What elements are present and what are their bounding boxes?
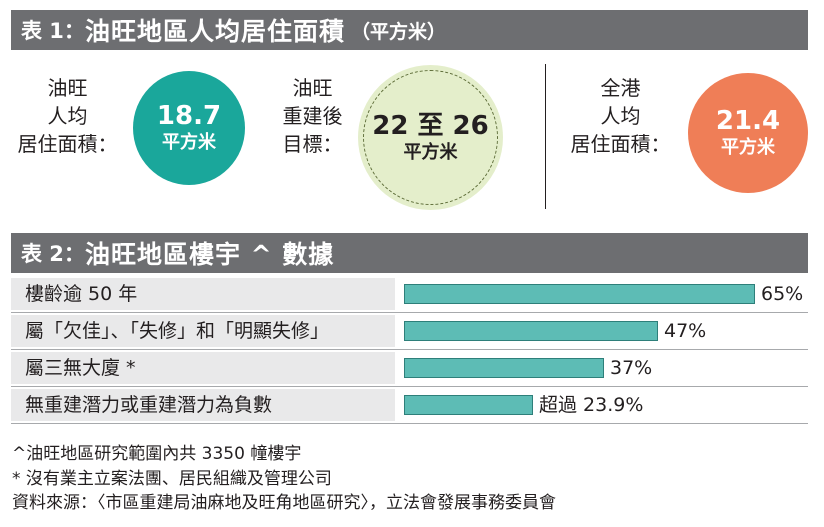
stat-circle-target: 22 至 26 平方米 — [358, 65, 503, 210]
category-label: 屬「欠佳」、「失修」和「明顯失修」 — [11, 315, 395, 347]
bar — [404, 358, 604, 378]
bar-value-label: 47% — [664, 320, 707, 342]
note-three-nil-buildings: * 沒有業主立案法團、居民組織及管理公司 — [12, 469, 332, 489]
stat-label-redevelopment-target: 油旺 重建後 目標： — [282, 76, 343, 156]
table2-title-bar: 表 2： 油旺地區樓宇 ^ 數據 — [11, 233, 808, 273]
source-note: 資料來源：〈市區重建局油麻地及旺角地區研究〉，立法會發展事務委員會 — [12, 493, 556, 513]
bar — [404, 321, 658, 341]
category-label: 無重建潛力或重建潛力為負數 — [11, 389, 395, 421]
bar — [404, 395, 533, 415]
chart-row — [11, 313, 808, 350]
table2-title: 油旺地區樓宇 ^ 數據 — [84, 240, 335, 269]
divider — [545, 64, 546, 209]
note-building-count: ^油旺地區研究範圍內共 3350 幢樓宇 — [12, 444, 302, 464]
stat-value: 18.7 — [156, 101, 222, 131]
table2-prefix: 表 2： — [21, 242, 85, 266]
stat-circle-hongkong: 21.4 平方米 — [688, 73, 808, 193]
bar-value-label: 65% — [761, 283, 804, 305]
category-label: 樓齡逾 50 年 — [11, 278, 395, 310]
bar — [404, 284, 755, 304]
dashed-ring — [363, 70, 498, 205]
stat-label-yautsimmongkok-current: 油旺 人均 居住面積： — [17, 76, 118, 156]
table1-title: 油旺地區人均居住面積 — [84, 17, 345, 46]
bar-value-label: 超過 23.9% — [539, 394, 644, 416]
table1-prefix: 表 1： — [21, 19, 85, 43]
chart-row — [11, 276, 808, 313]
chart-row — [11, 350, 808, 387]
table1-title-bar: 表 1： 油旺地區人均居住面積 （平方米） — [11, 10, 808, 50]
stat-circle-current: 18.7 平方米 — [133, 71, 245, 185]
table1-unit: （平方米） — [350, 20, 446, 43]
category-label: 屬三無大廈 * — [11, 352, 395, 384]
stat-unit: 平方米 — [162, 132, 216, 153]
stat-value: 21.4 — [715, 106, 781, 136]
bar-value-label: 37% — [610, 357, 653, 379]
chart-row — [11, 387, 808, 424]
stat-unit: 平方米 — [721, 137, 775, 158]
stat-label-hongkong-average: 全港 人均 居住面積： — [570, 76, 671, 156]
